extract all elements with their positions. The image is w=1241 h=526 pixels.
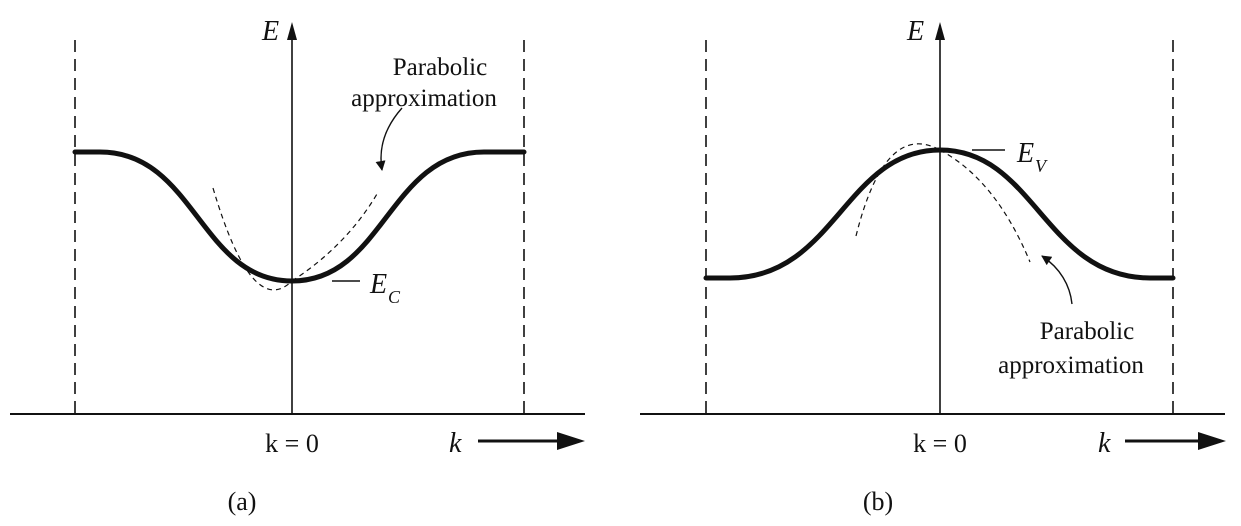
band-edge-label-main: E [369,269,387,300]
annotation-pointer-arrow [1041,255,1073,305]
annotation-label-line2: approximation [351,85,497,112]
panel-a: E Parabolic approximation E C k = 0 k (a… [10,16,585,516]
k-origin-label: k = 0 [265,429,319,458]
conduction-band-curve [72,149,527,284]
energy-axis-label: E [906,16,924,47]
energy-axis-arrowhead [287,22,297,40]
energy-axis-arrowhead [935,22,945,40]
annotation-label-line1: Parabolic [393,54,487,81]
annotation-pointer-arrow [375,107,403,171]
band-edge-label-main: E [1016,138,1034,169]
parabolic-approximation-curve-right [291,193,378,282]
k-arrow-head [557,432,585,450]
parabolic-approximation-curve [212,187,293,291]
k-axis-label: k [449,428,462,459]
annotation-label-line1: Parabolic [1040,318,1134,345]
parabolic-approximation-curve [855,143,941,237]
energy-axis-label: E [261,16,279,47]
parabolic-approximation-curve-right [939,149,1031,263]
panel-caption: (b) [863,487,893,516]
panel-caption: (a) [228,487,257,516]
annotation-label-line2: approximation [998,352,1144,379]
panel-b: E E V Parabolic approximation k = 0 k (b… [640,16,1226,516]
k-arrow-head [1198,432,1226,450]
band-edge-label-sub: V [1035,156,1048,176]
k-origin-label: k = 0 [913,429,967,458]
band-edge-label-sub: C [388,287,401,307]
k-axis-label: k [1098,428,1111,459]
